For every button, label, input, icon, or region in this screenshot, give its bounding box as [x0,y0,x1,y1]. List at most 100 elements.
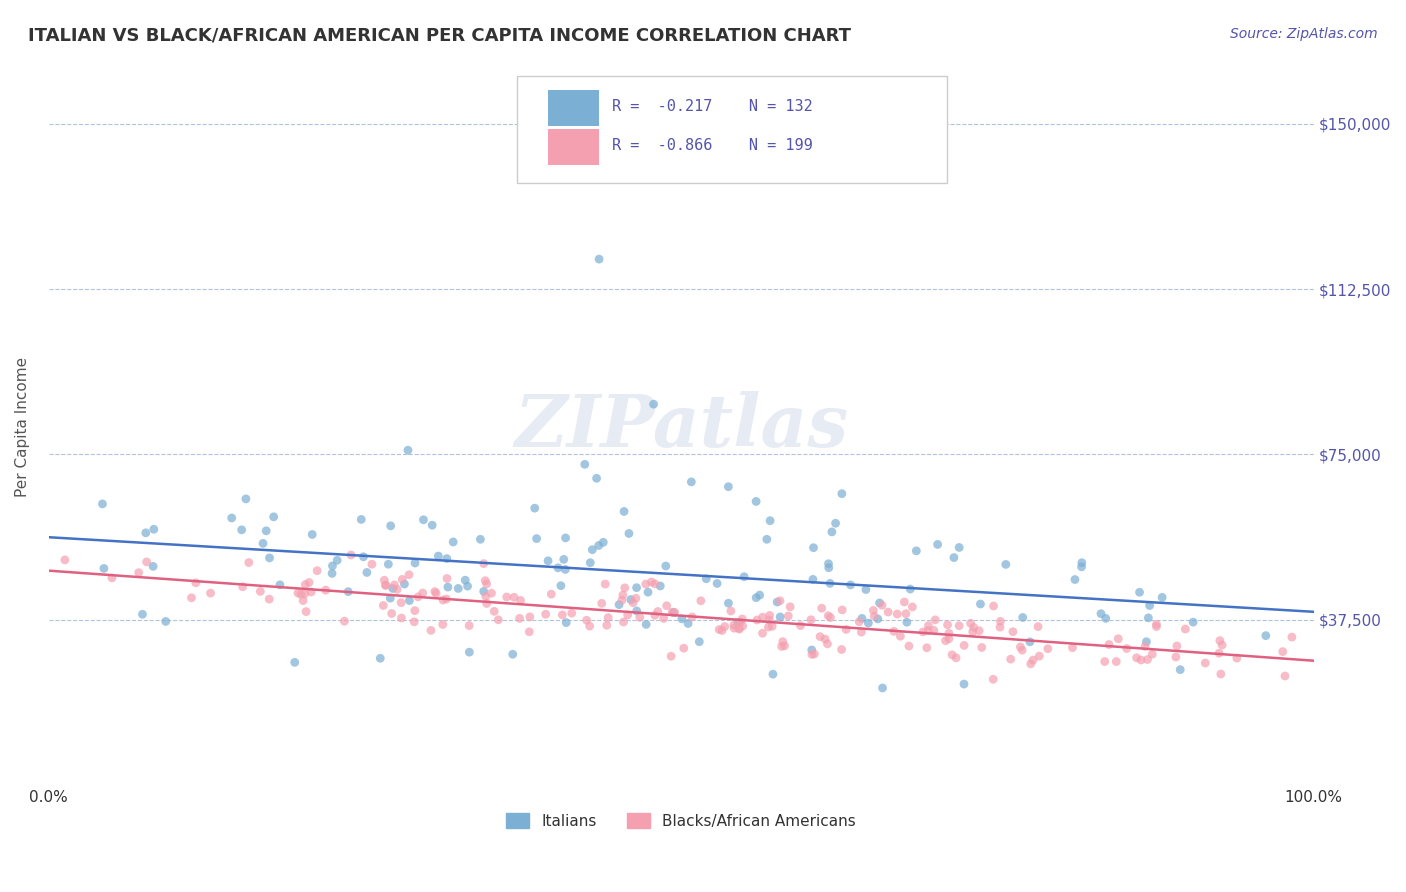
Point [384,578,406,592]
Point [723,621,745,635]
Point [1000,652,1022,666]
Point [1136,652,1159,666]
Point [727,621,749,635]
Point [953,639,976,653]
Point [412,586,434,600]
Point [872,681,894,695]
Point [883,624,905,639]
Point [472,584,495,599]
Point [817,608,839,623]
Point [350,512,373,526]
Point [398,567,420,582]
Point [404,604,426,618]
Point [1281,630,1303,644]
Point [994,558,1017,572]
Point [851,625,873,640]
Point [948,619,970,633]
Point [898,582,921,596]
Point [1019,657,1042,671]
Point [360,558,382,572]
Point [391,573,413,587]
Point [644,608,666,623]
Point [1125,650,1147,665]
Point [717,596,740,610]
Point [142,559,165,574]
Point [962,624,984,639]
Point [436,572,458,586]
Point [610,593,633,607]
Point [762,667,785,681]
Point [924,613,946,627]
Point [481,586,503,600]
Point [637,585,659,599]
Point [835,623,858,637]
Point [315,583,337,598]
Point [723,618,745,632]
Point [616,607,638,622]
Y-axis label: Per Capita Income: Per Capita Income [15,357,30,497]
Point [502,647,524,661]
Point [869,596,891,610]
Point [778,609,800,624]
Point [912,624,935,639]
Point [232,580,254,594]
Point [457,579,479,593]
Point [877,605,900,619]
Point [759,514,782,528]
Point [292,593,315,607]
Point [821,524,844,539]
Point [927,537,949,551]
Point [333,614,356,628]
Point [727,615,749,630]
Point [713,619,735,633]
Point [1133,640,1156,654]
Point [1211,638,1233,652]
Point [298,575,321,590]
Point [779,599,801,614]
Point [561,606,583,620]
Point [758,608,780,623]
Point [626,581,648,595]
Point [294,577,316,591]
Point [755,533,778,547]
Point [1011,610,1033,624]
Point [893,595,915,609]
Point [773,639,796,653]
Point [1254,629,1277,643]
Point [990,615,1012,629]
Point [969,597,991,611]
Point [437,580,460,594]
Point [259,550,281,565]
Point [375,578,398,592]
Point [650,579,672,593]
Point [1064,573,1087,587]
Point [458,618,481,632]
Point [866,612,889,626]
Point [550,579,572,593]
Point [486,613,509,627]
Point [1105,655,1128,669]
Point [917,624,939,638]
Point [1107,632,1129,646]
Point [607,598,630,612]
Point [391,611,413,625]
Point [259,592,281,607]
Point [858,615,880,630]
Point [672,641,695,656]
Point [588,252,610,266]
Point [745,613,768,627]
Point [585,471,607,485]
Point [1010,640,1032,654]
Point [1026,619,1049,633]
Bar [548,90,599,126]
Point [581,542,603,557]
Point [1137,611,1160,625]
Point [142,522,165,536]
Point [374,578,396,592]
Point [643,397,665,411]
Point [593,577,616,591]
Point [769,610,792,624]
Point [301,527,323,541]
Point [93,561,115,575]
Point [553,552,575,566]
